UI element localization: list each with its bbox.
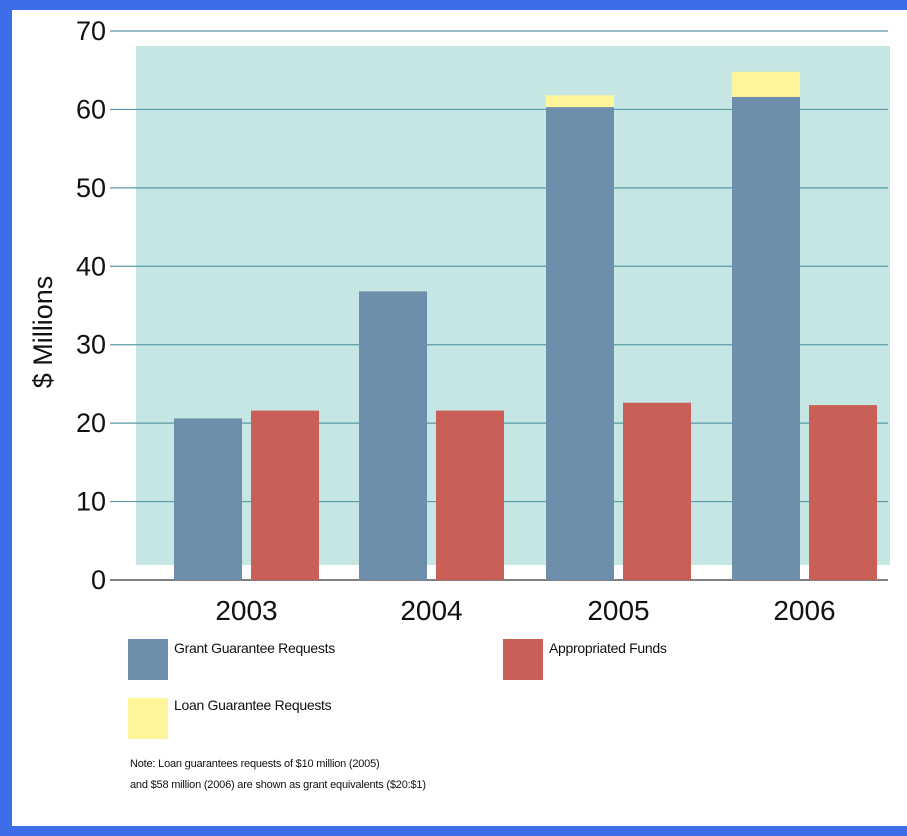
legend-label-loan: Loan Guarantee Requests (174, 697, 332, 713)
x-tick-label-2004: 2004 (400, 595, 462, 626)
bar-loan-2005 (546, 95, 614, 108)
y-axis-label: $ Millions (28, 276, 58, 389)
bar-grant-2003 (174, 418, 242, 580)
note-line-1: Note: Loan guarantees requests of $10 mi… (130, 758, 380, 770)
bar-appropriated-2005 (623, 402, 691, 580)
bar-appropriated-2004 (436, 410, 504, 580)
y-tick-label: 0 (91, 565, 106, 595)
legend-swatch-loan (128, 698, 168, 739)
legend-swatch-appropriated (503, 639, 543, 680)
y-tick-label: 50 (76, 173, 106, 203)
bar-appropriated-2003 (251, 410, 319, 580)
y-tick-label: 20 (76, 408, 106, 438)
y-tick-label: 60 (76, 94, 106, 124)
legend-label-grant: Grant Guarantee Requests (174, 640, 335, 656)
bar-chart: 0 10 20 30 40 50 60 70 2003 2004 2005 2006 $ Milli… (28, 16, 890, 626)
y-axis-ticks: 0 10 20 30 40 50 60 70 (76, 16, 106, 595)
y-tick-label: 10 (76, 487, 106, 517)
bar-grant-2006 (732, 96, 800, 580)
y-tick-label: 40 (76, 251, 106, 281)
y-tick-label: 30 (76, 330, 106, 360)
bar-grant-2004 (359, 291, 427, 580)
legend-swatch-grant (128, 639, 168, 680)
chart-frame: 0 10 20 30 40 50 60 70 2003 2004 2005 2006 $ Milli… (12, 10, 907, 826)
note-line-2: and $58 million (2006) are shown as gran… (130, 779, 426, 791)
bar-loan-2006 (732, 71, 800, 97)
x-tick-label-2005: 2005 (587, 595, 649, 626)
x-tick-label-2003: 2003 (215, 595, 277, 626)
x-axis-ticks: 2003 2004 2005 2006 (215, 595, 835, 626)
bars (174, 71, 877, 580)
bar-appropriated-2006 (809, 405, 877, 580)
y-tick-label: 70 (76, 16, 106, 46)
legend-label-appropriated: Appropriated Funds (549, 640, 667, 656)
x-tick-label-2006: 2006 (773, 595, 835, 626)
bar-grant-2005 (546, 107, 614, 580)
